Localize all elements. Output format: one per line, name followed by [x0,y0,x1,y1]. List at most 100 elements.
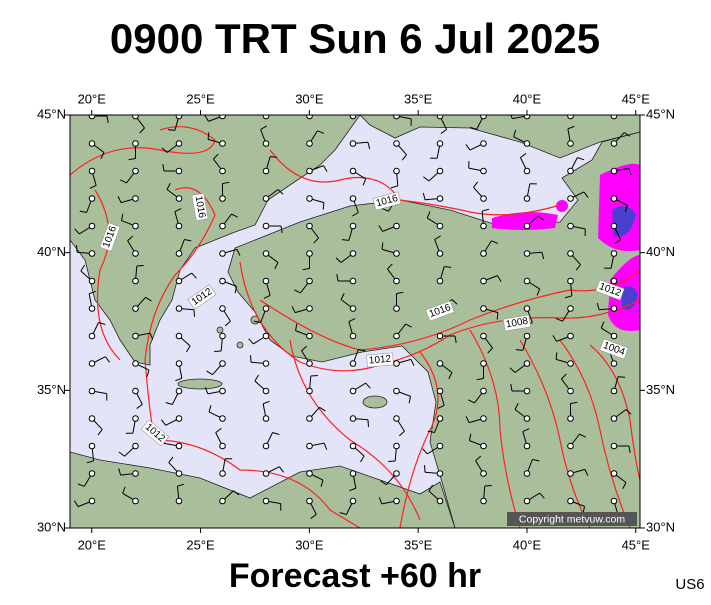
barb-station [176,416,182,422]
barb-station [524,471,530,477]
barb-station [350,333,356,339]
barb-station [481,416,487,422]
barb-station [176,196,182,202]
barb-station [350,223,356,229]
barb-station [89,471,95,477]
barb-station [176,443,182,449]
barb-station [350,498,356,504]
barb-station [89,168,95,174]
barb-station [437,251,443,257]
barb-station [220,471,226,477]
barb-station [133,251,139,257]
barb-flag [253,102,256,108]
barb-station [89,416,95,422]
barb-station [307,416,313,422]
barb-station [568,306,574,312]
barb-station [394,443,400,449]
lon-label-bottom: 20°E [78,537,107,552]
barb-station [437,113,443,119]
barb-station [89,223,95,229]
barb-station [89,498,95,504]
barb-station [524,388,530,394]
lon-label-bottom: 35°E [404,537,433,552]
barb-station [263,278,269,284]
barb-station [263,333,269,339]
barb-station [611,443,617,449]
barb-station [481,306,487,312]
barb-station [481,278,487,284]
barb-station [350,113,356,119]
barb-station [437,443,443,449]
copyright: Copyright metvuw.com [519,513,625,525]
barb-station [263,361,269,367]
barb-flag [388,461,395,462]
barb-station [437,361,443,367]
footer: Forecast +60 hr [229,557,481,595]
barb-station [524,251,530,257]
barb-station [220,306,226,312]
barb-station [350,471,356,477]
barb-station [611,388,617,394]
barb-station [220,168,226,174]
barb-station [220,388,226,394]
barb-station [568,168,574,174]
lon-label-top: 30°E [295,91,324,106]
lat-label-left: 40°N [37,244,66,259]
lat-label-right: 40°N [646,244,675,259]
barb-station [263,223,269,229]
barb-station [611,333,617,339]
barb-shaft [353,106,364,116]
barb-station [524,306,530,312]
barb-station [611,168,617,174]
barb-station [481,498,487,504]
barb-station [307,498,313,504]
lon-label-bottom: 45°E [622,537,651,552]
barb-station [263,498,269,504]
barb-station [89,306,95,312]
barb-station [437,141,443,147]
barb-flag [137,265,144,266]
barb-station [89,251,95,257]
barb-station [220,141,226,147]
barb-station [263,141,269,147]
barb-flag [485,485,492,486]
barb-station [611,278,617,284]
barb-station [89,443,95,449]
barb-station [481,443,487,449]
lat-label-left: 30°N [37,519,66,534]
barb-station [176,168,182,174]
barb-station [568,196,574,202]
barb-flag [368,420,369,427]
lon-label-bottom: 30°E [295,537,324,552]
barb-station [307,443,313,449]
barb-station [524,196,530,202]
barb-station [524,333,530,339]
barb-station [133,471,139,477]
barb-station [133,388,139,394]
barb-flag [560,100,564,106]
barb-station [263,168,269,174]
barb-flag [194,310,195,317]
barb-station [568,498,574,504]
barb-station [263,388,269,394]
barb-station [176,388,182,394]
barb-station [568,416,574,422]
barb-station [133,416,139,422]
barb-station [568,361,574,367]
lat-label-left: 45°N [37,106,66,121]
barb-station [611,361,617,367]
barb-station [133,498,139,504]
barb-station [568,443,574,449]
barb-station [89,196,95,202]
barb-station [350,278,356,284]
barb-station [307,471,313,477]
barb-station [394,388,400,394]
lon-label-top: 25°E [186,91,215,106]
barb-station [263,251,269,257]
barb-station [394,471,400,477]
barb-station [568,141,574,147]
barb-station [611,196,617,202]
barb-station [220,333,226,339]
barb-station [394,141,400,147]
